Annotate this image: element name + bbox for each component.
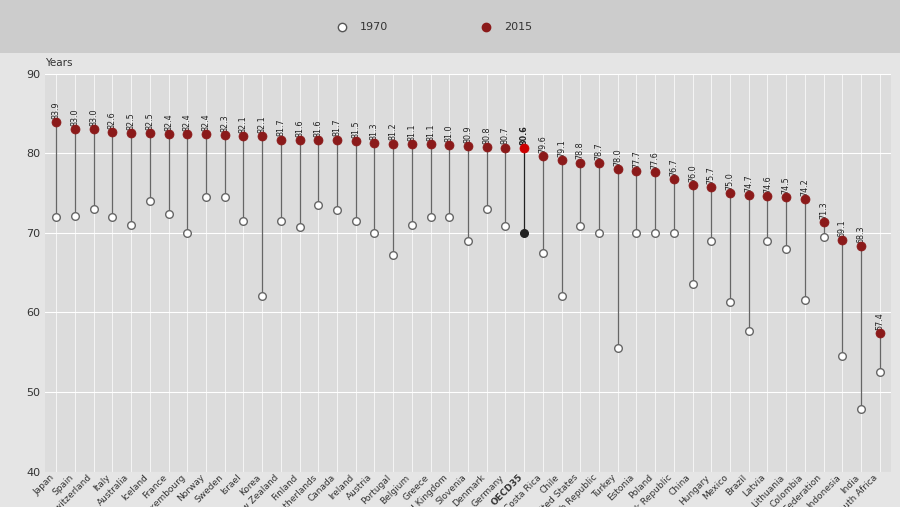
Text: 75.0: 75.0 [725, 172, 734, 190]
Text: 74.6: 74.6 [763, 175, 772, 193]
Text: 82.4: 82.4 [202, 113, 211, 131]
Text: 2015: 2015 [504, 22, 532, 31]
Text: 69.1: 69.1 [838, 219, 847, 237]
Text: 80.9: 80.9 [464, 125, 472, 143]
Text: 81.0: 81.0 [445, 125, 454, 142]
Text: 68.3: 68.3 [857, 226, 866, 243]
Text: 80.8: 80.8 [482, 126, 491, 143]
Text: 81.2: 81.2 [389, 123, 398, 140]
Text: 82.5: 82.5 [145, 112, 154, 130]
Text: 71.3: 71.3 [819, 202, 828, 219]
Text: 81.1: 81.1 [426, 124, 435, 141]
Text: 79.6: 79.6 [538, 135, 547, 153]
Text: 75.7: 75.7 [706, 166, 716, 184]
Text: Years: Years [45, 58, 73, 68]
Text: 82.5: 82.5 [127, 112, 136, 130]
Text: 78.8: 78.8 [576, 142, 585, 160]
Text: 74.7: 74.7 [744, 174, 753, 192]
Text: 74.2: 74.2 [800, 178, 809, 196]
Text: 81.6: 81.6 [295, 120, 304, 137]
Text: 81.5: 81.5 [351, 120, 360, 138]
Text: 78.7: 78.7 [595, 142, 604, 160]
Text: 1970: 1970 [360, 22, 388, 31]
Text: 80.7: 80.7 [501, 127, 510, 144]
Text: 81.6: 81.6 [314, 120, 323, 137]
Text: 74.5: 74.5 [782, 176, 791, 194]
Text: 82.3: 82.3 [220, 114, 230, 132]
Text: 83.9: 83.9 [51, 101, 60, 119]
Text: 83.0: 83.0 [89, 108, 98, 126]
Text: 81.3: 81.3 [370, 122, 379, 139]
Text: 81.7: 81.7 [276, 119, 285, 136]
Text: 82.6: 82.6 [108, 112, 117, 129]
Text: 82.4: 82.4 [183, 113, 192, 131]
Text: 77.7: 77.7 [632, 151, 641, 168]
Text: 76.7: 76.7 [670, 159, 679, 176]
Text: 79.1: 79.1 [557, 139, 566, 157]
Text: 80.6: 80.6 [519, 125, 528, 145]
Text: 82.1: 82.1 [257, 116, 266, 133]
Text: 76.0: 76.0 [688, 164, 698, 182]
Text: 77.6: 77.6 [651, 151, 660, 169]
Text: 83.0: 83.0 [70, 108, 79, 126]
Text: 81.1: 81.1 [408, 124, 417, 141]
Text: 57.4: 57.4 [876, 312, 885, 330]
Text: 81.7: 81.7 [332, 119, 341, 136]
Text: 82.4: 82.4 [164, 113, 173, 131]
Text: 82.1: 82.1 [238, 116, 248, 133]
Text: 78.0: 78.0 [613, 148, 622, 166]
